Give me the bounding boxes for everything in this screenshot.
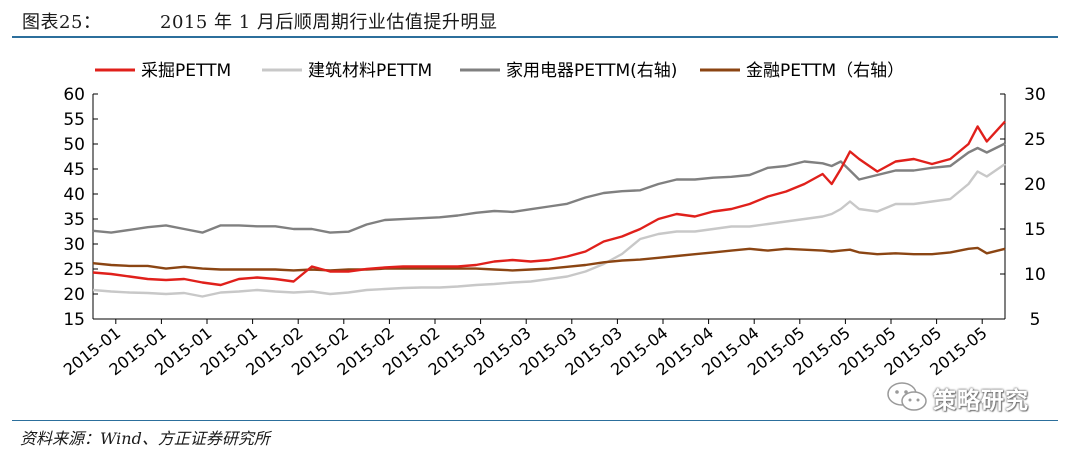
- y-right-tick-label: 5: [1030, 310, 1041, 330]
- y-left-tick-label: 25: [63, 260, 85, 280]
- watermark: 策略研究: [885, 380, 1055, 414]
- y-right-tick-label: 25: [1024, 130, 1046, 150]
- y-left-tick-label: 55: [63, 110, 85, 130]
- y-left-tick-label: 45: [63, 160, 85, 180]
- line-chart: 15202530354045505560510152025302015-0120…: [0, 40, 1080, 416]
- legend-label-2: 家用电器PETTM(右轴): [506, 61, 677, 81]
- figure-header: 图表25： 2015 年 1 月后顺周期行业估值提升明显: [0, 0, 1060, 38]
- series-line-1: [93, 164, 1005, 297]
- figure-title: 2015 年 1 月后顺周期行业估值提升明显: [160, 8, 497, 34]
- legend-label-0: 采掘PETTM: [141, 61, 231, 81]
- footer-rule: [12, 420, 1058, 421]
- y-left-tick-label: 20: [63, 285, 85, 305]
- wechat-icon: [885, 380, 931, 414]
- source-note: 资料来源：Wind、方正证券研究所: [20, 425, 270, 449]
- y-left-tick-label: 50: [63, 135, 85, 155]
- watermark-text: 策略研究: [933, 381, 1029, 415]
- y-left-tick-label: 60: [63, 85, 85, 105]
- legend-label-3: 金融PETTM（右轴）: [746, 61, 904, 81]
- y-right-tick-label: 10: [1024, 265, 1046, 285]
- y-left-tick-label: 30: [63, 235, 85, 255]
- series-line-0: [93, 122, 1005, 286]
- series-line-2: [93, 144, 1005, 233]
- y-right-tick-label: 15: [1024, 220, 1046, 240]
- figure-label: 图表25：: [22, 8, 101, 34]
- header-rule: [12, 36, 1058, 38]
- y-left-tick-label: 15: [63, 310, 85, 330]
- y-left-tick-label: 40: [63, 185, 85, 205]
- y-right-tick-label: 30: [1024, 85, 1046, 105]
- legend-label-1: 建筑材料PETTM: [308, 61, 432, 81]
- y-left-tick-label: 35: [63, 210, 85, 230]
- y-right-tick-label: 20: [1024, 175, 1046, 195]
